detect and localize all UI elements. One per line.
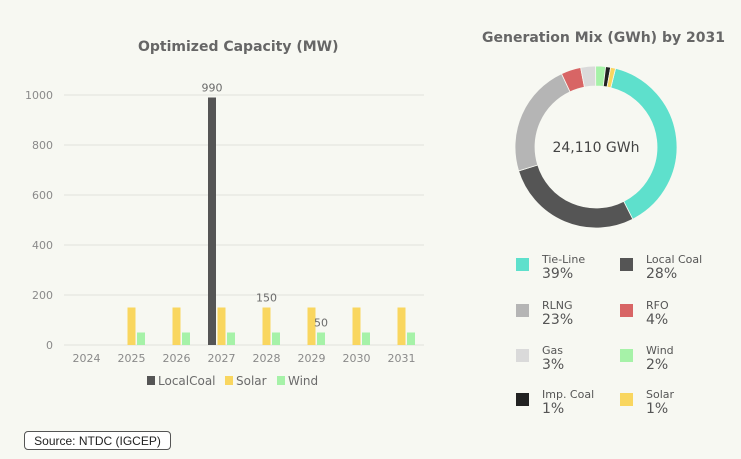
legend-name-rfo: RFO (646, 299, 669, 312)
legend-name-tie-line: Tie-Line (542, 253, 586, 266)
bar-solar-2025 (127, 307, 136, 345)
bar-solar-2027 (217, 307, 226, 345)
legend-swatch-imp-coal (516, 393, 529, 406)
x-tick-label: 2026 (163, 352, 191, 365)
bar-wind-2025 (137, 332, 145, 345)
donut-slice-rlng (514, 73, 571, 172)
legend-swatch-wind (620, 349, 633, 362)
data-label: 50 (314, 317, 328, 330)
legend-swatch-rfo (620, 304, 633, 317)
legend-swatch-local-coal (620, 258, 633, 271)
bar-wind-2027 (227, 332, 235, 345)
data-label: 150 (256, 292, 277, 305)
bar-wind-2029 (317, 332, 325, 345)
x-tick-label: 2027 (208, 352, 236, 365)
y-tick-label: 200 (32, 289, 53, 302)
donut-slice-local-coal (518, 164, 634, 229)
legend-swatch-tie-line (516, 258, 529, 271)
data-label: 990 (202, 82, 223, 95)
x-tick-label: 2024 (73, 352, 101, 365)
legend-swatch-solar (225, 376, 233, 385)
donut-chart-title: Generation Mix (GWh) by 2031 (482, 30, 725, 46)
legend-percent-rfo: 4% (646, 312, 669, 328)
legend-percent-imp-coal: 1% (542, 401, 565, 417)
bar-solar-2026 (172, 307, 181, 345)
legend-label-wind: Wind (288, 374, 318, 388)
legend-name-gas: Gas (542, 344, 563, 357)
y-tick-label: 1000 (25, 89, 53, 102)
bar-chart-title: Optimized Capacity (MW) (138, 39, 339, 55)
legend-percent-gas: 3% (542, 357, 565, 373)
y-tick-label: 400 (32, 239, 53, 252)
bar-solar-2029 (307, 307, 316, 345)
legend-label-solar: Solar (236, 374, 267, 388)
bar-wind-2030 (362, 332, 370, 345)
bar-wind-2026 (182, 332, 190, 345)
x-tick-label: 2025 (118, 352, 146, 365)
legend-label-localcoal: LocalCoal (158, 374, 216, 388)
bar-solar-2031 (397, 307, 406, 345)
legend-name-wind: Wind (646, 344, 674, 357)
legend-name-local-coal: Local Coal (646, 253, 703, 266)
x-tick-label: 2031 (388, 352, 416, 365)
source-note: Source: NTDC (IGCEP) (24, 431, 171, 450)
legend-swatch-wind (277, 376, 285, 385)
bar-localcoal-2027 (208, 97, 216, 345)
donut-center-label: 24,110 GWh (552, 140, 639, 156)
y-tick-label: 600 (32, 189, 53, 202)
y-tick-label: 800 (32, 139, 53, 152)
legend-percent-wind: 2% (646, 357, 669, 373)
legend-percent-rlng: 23% (542, 312, 574, 328)
bar-solar-2028 (262, 307, 271, 345)
legend-percent-local-coal: 28% (646, 266, 678, 282)
legend-percent-solar: 1% (646, 401, 669, 417)
x-tick-label: 2029 (298, 352, 326, 365)
legend-name-imp-coal: Imp. Coal (542, 388, 595, 401)
bar-solar-2030 (352, 307, 361, 345)
donut-slice-solar (606, 66, 617, 89)
bar-wind-2031 (407, 332, 415, 345)
x-tick-label: 2030 (343, 352, 371, 365)
legend-swatch-gas (516, 349, 529, 362)
x-tick-label: 2028 (253, 352, 281, 365)
legend-name-solar: Solar (646, 388, 675, 401)
legend-percent-tie-line: 39% (542, 266, 574, 282)
legend-name-rlng: RLNG (542, 299, 573, 312)
legend-swatch-localcoal (147, 376, 155, 385)
y-tick-label: 0 (46, 339, 53, 352)
legend-swatch-rlng (516, 304, 529, 317)
bar-wind-2028 (272, 332, 280, 345)
legend-swatch-solar (620, 393, 633, 406)
